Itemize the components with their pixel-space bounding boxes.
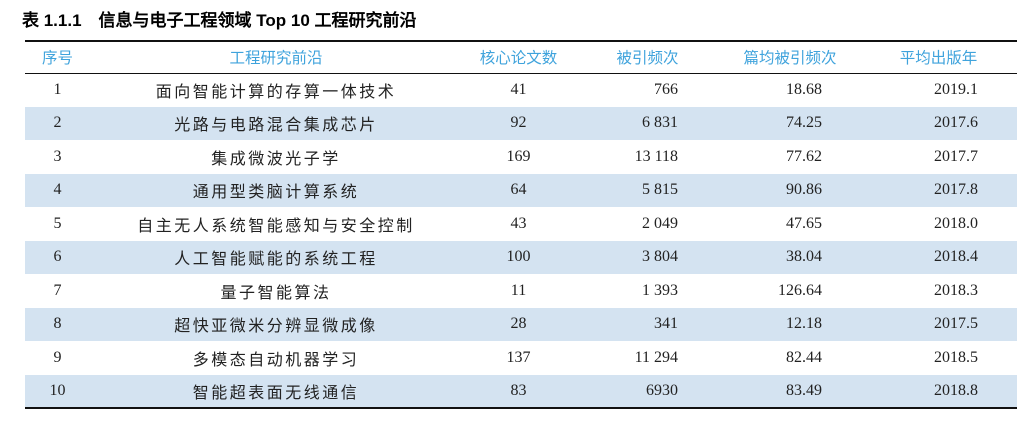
rank-cell: 5 (53, 214, 62, 232)
front-name-cell: 通用型类脑计算系统 (192, 184, 360, 202)
avg-pub-year-cell: 2018.8 (934, 381, 978, 399)
table-row: 7 量子智能算法 11 1 393 126.64 2018.3 (25, 274, 1017, 308)
table-row: 2 光路与电路混合集成芯片 92 6 831 74.25 2017.6 (25, 106, 1017, 140)
citations-cell: 1 393 (642, 281, 678, 299)
core-papers-cell: 11 (510, 281, 527, 299)
citations-cell: 341 (654, 315, 678, 333)
col-header-citations: 被引频次 (575, 41, 720, 74)
citations-per-paper-cell: 126.64 (778, 281, 822, 299)
core-papers-cell: 83 (510, 381, 527, 399)
rank-cell: 8 (53, 315, 62, 333)
avg-pub-year-cell: 2017.8 (934, 181, 978, 199)
citations-per-paper-cell: 90.86 (786, 181, 822, 199)
table-row: 1 面向智能计算的存算一体技术 41 766 18.68 2019.1 (25, 73, 1017, 107)
core-papers-cell: 92 (510, 114, 527, 132)
citations-per-paper-cell: 38.04 (786, 248, 822, 266)
citations-cell: 6 831 (642, 114, 678, 132)
table-title: 表 1.1.1 信息与电子工程领域 Top 10 工程研究前沿 (22, 11, 417, 30)
avg-pub-year-cell: 2018.4 (934, 248, 978, 266)
table-row: 4 通用型类脑计算系统 64 5 815 90.86 2017.8 (25, 173, 1017, 207)
citations-per-paper-cell: 77.62 (786, 147, 822, 165)
core-papers-cell: 41 (510, 81, 527, 98)
citations-per-paper-cell: 18.68 (786, 81, 822, 98)
front-name-cell: 超快亚微米分辨显微成像 (174, 318, 378, 336)
core-papers-cell: 64 (510, 181, 527, 199)
avg-pub-year-cell: 2019.1 (934, 81, 978, 98)
col-header-research-front: 工程研究前沿 (90, 41, 462, 74)
core-papers-cell: 100 (506, 248, 531, 266)
front-name-cell: 光路与电路混合集成芯片 (174, 117, 378, 135)
table-row: 6 人工智能赋能的系统工程 100 3 804 38.04 2018.4 (25, 240, 1017, 274)
table-row: 3 集成微波光子学 169 13 118 77.62 2017.7 (25, 140, 1017, 174)
front-name-cell: 智能超表面无线通信 (192, 384, 360, 402)
citations-cell: 766 (654, 81, 678, 98)
front-name-cell: 多模态自动机器学习 (192, 351, 360, 369)
table-row: 5 自主无人系统智能感知与安全控制 43 2 049 47.65 2018.0 (25, 207, 1017, 241)
citations-cell: 13 118 (634, 147, 678, 165)
front-name-cell: 集成微波光子学 (211, 150, 341, 168)
rank-cell: 9 (53, 348, 62, 366)
avg-pub-year-cell: 2017.6 (934, 114, 978, 132)
document-page: 表 1.1.1 信息与电子工程领域 Top 10 工程研究前沿 序号 工程研究前… (0, 9, 1030, 409)
table-row: 8 超快亚微米分辨显微成像 28 341 12.18 2017.5 (25, 307, 1017, 341)
citations-cell: 5 815 (642, 181, 678, 199)
citations-per-paper-cell: 82.44 (786, 348, 822, 366)
avg-pub-year-cell: 2017.5 (934, 315, 978, 333)
core-papers-cell: 169 (506, 147, 531, 165)
rank-cell: 2 (53, 114, 62, 132)
citations-cell: 11 294 (634, 348, 678, 366)
rank-cell: 4 (53, 181, 62, 199)
citations-cell: 6930 (646, 381, 678, 399)
rank-cell: 3 (53, 147, 62, 165)
core-papers-cell: 43 (510, 214, 527, 232)
rank-cell: 6 (53, 248, 62, 266)
front-name-cell: 人工智能赋能的系统工程 (174, 251, 378, 269)
front-name-cell: 面向智能计算的存算一体技术 (155, 84, 397, 101)
core-papers-cell: 28 (510, 315, 527, 333)
citations-per-paper-cell: 83.49 (786, 381, 822, 399)
col-header-citations-per-paper: 篇均被引频次 (720, 41, 860, 74)
avg-pub-year-cell: 2017.7 (934, 147, 978, 165)
avg-pub-year-cell: 2018.3 (934, 281, 978, 299)
avg-pub-year-cell: 2018.5 (934, 348, 978, 366)
table-row: 10 智能超表面无线通信 83 6930 83.49 2018.8 (25, 374, 1017, 408)
col-header-core-papers: 核心论文数 (462, 41, 575, 74)
table-row: 9 多模态自动机器学习 137 11 294 82.44 2018.5 (25, 341, 1017, 375)
citations-per-paper-cell: 47.65 (786, 214, 822, 232)
front-name-cell: 量子智能算法 (220, 284, 332, 302)
research-fronts-table: 序号 工程研究前沿 核心论文数 被引频次 篇均被引频次 平均出版年 1 面向智能计… (25, 40, 1017, 409)
citations-per-paper-cell: 12.18 (786, 315, 822, 333)
rank-cell: 1 (53, 81, 62, 98)
table-body: 1 面向智能计算的存算一体技术 41 766 18.68 2019.1 2 光路与电路混合集成… (25, 73, 1017, 408)
header-row: 序号 工程研究前沿 核心论文数 被引频次 篇均被引频次 平均出版年 (25, 41, 1017, 74)
rank-cell: 10 (49, 381, 66, 399)
core-papers-cell: 137 (506, 348, 531, 366)
col-header-rank: 序号 (25, 41, 90, 74)
avg-pub-year-cell: 2018.0 (934, 214, 978, 232)
citations-cell: 3 804 (642, 248, 678, 266)
front-name-cell: 自主无人系统智能感知与安全控制 (137, 217, 415, 235)
citations-per-paper-cell: 74.25 (786, 114, 822, 132)
citations-cell: 2 049 (642, 214, 678, 232)
col-header-avg-pub-year: 平均出版年 (860, 41, 1017, 74)
rank-cell: 7 (53, 281, 62, 299)
